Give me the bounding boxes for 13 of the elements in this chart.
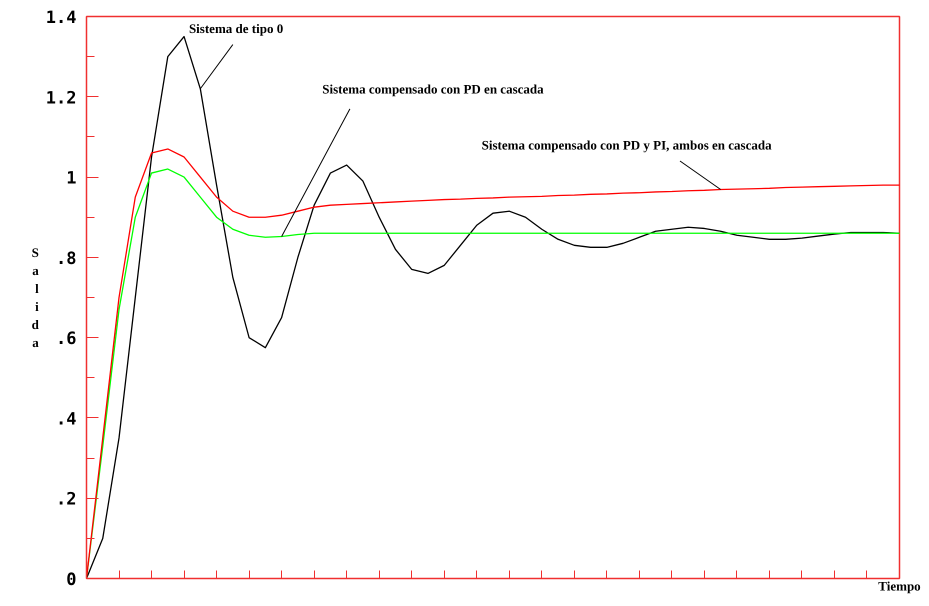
- y-tick-label: .8: [56, 248, 77, 269]
- y-tick-label: .2: [56, 490, 77, 510]
- text: Sistema compensado con PD y PI, ambos en cascada: [482, 137, 772, 152]
- y-tick-label: 0: [66, 570, 77, 590]
- y-tick-label: 1.2: [46, 88, 77, 108]
- y-tick-label: .6: [56, 329, 77, 350]
- series-label: Sistema de tipo 0: [188, 21, 284, 36]
- text: Sistema compensado con PD en cascada: [322, 81, 544, 96]
- y-tick-label: 1.4: [46, 8, 77, 28]
- y-tick-label: 1: [66, 168, 77, 189]
- x-axis-title: Tiempo: [878, 578, 921, 594]
- y-tick-label: .4: [56, 409, 77, 430]
- y-axis-title: Salida: [32, 245, 40, 350]
